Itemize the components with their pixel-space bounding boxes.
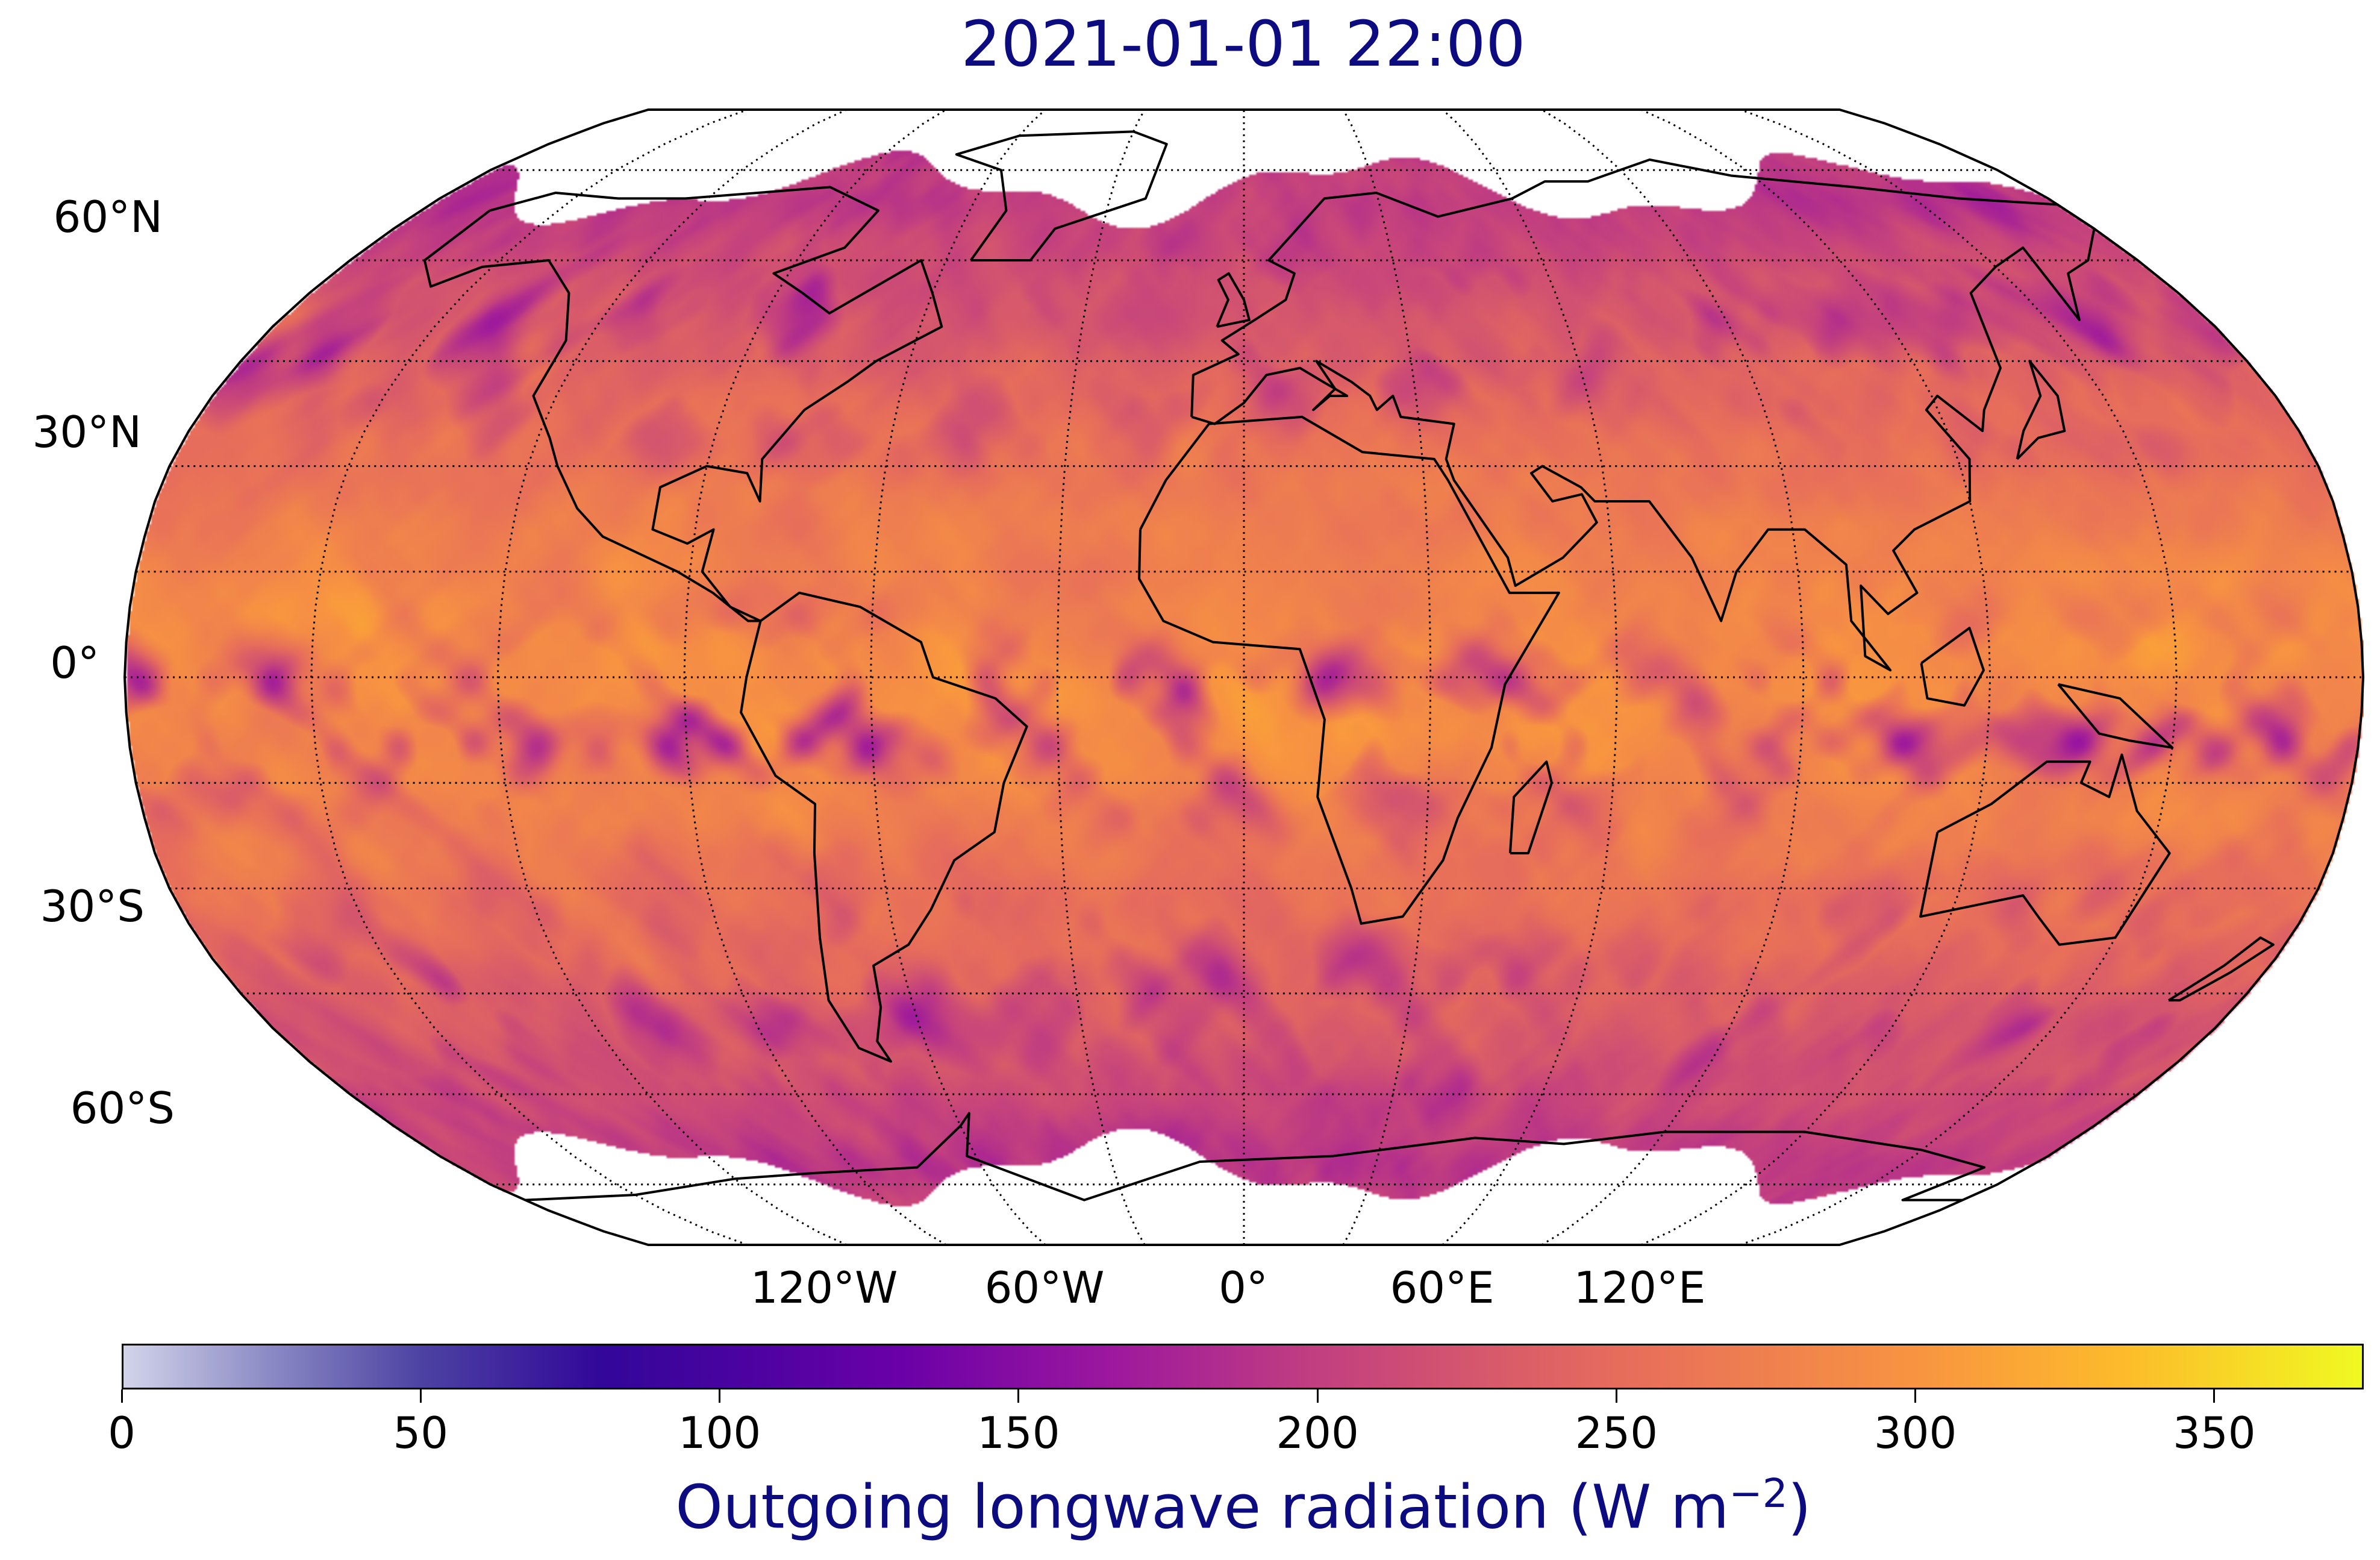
colorbar-label-text: Outgoing longwave radiation (W m (675, 1471, 1729, 1543)
coastline-north-america (423, 186, 943, 622)
colorbar-tick-label: 150 (977, 1408, 1060, 1458)
map-boundary (123, 108, 2365, 1246)
colorbar-tick-label: 300 (1873, 1408, 1957, 1458)
meridian-line (1740, 108, 2178, 1246)
lon-label-0: 0° (1219, 1262, 1268, 1313)
lat-label-60s: 60°S (70, 1083, 175, 1133)
coastline-africa (1138, 415, 1560, 925)
map-title: 2021-01-01 22:00 (961, 7, 1526, 81)
colorbar-label: Outgoing longwave radiation (W m−2) (0, 1470, 2380, 1542)
map: 60°N 30°N 0° 30°S 60°S 120°W 60°W 0° 60°… (32, 108, 2365, 1313)
colorbar-tick (2213, 1389, 2216, 1403)
meridian-line (1056, 109, 1146, 1245)
colorbar-tick (120, 1389, 123, 1403)
map-overlay (123, 108, 2365, 1246)
coastline-japan (2016, 360, 2066, 460)
lon-label-120e: 120°E (1573, 1262, 1706, 1313)
lon-label-60e: 60°E (1390, 1262, 1495, 1313)
coastline-new-guinea (2057, 683, 2174, 749)
lat-label-0: 0° (50, 637, 99, 688)
lat-label-60n: 60°N (53, 192, 163, 242)
colorbar-tick-label: 250 (1575, 1408, 1658, 1458)
meridian-line (496, 108, 848, 1246)
lat-label-30n: 30°N (32, 407, 142, 457)
colorbar-tick (1316, 1389, 1319, 1403)
lon-label-60w: 60°W (984, 1262, 1105, 1313)
colorbar-tick (1914, 1389, 1917, 1403)
gridlines (125, 108, 2363, 1246)
coastline-new-zealand (2168, 936, 2275, 1002)
coastlines (423, 130, 2275, 1201)
coastline-antarctica (525, 1112, 1986, 1201)
coastline-greenland (955, 130, 1168, 262)
colorbar-tick (419, 1389, 422, 1403)
meridian-line (1342, 109, 1432, 1245)
lon-label-120w: 120°W (750, 1262, 898, 1313)
colorbar-tick-label: 200 (1276, 1408, 1359, 1458)
colorbar-tick (719, 1389, 721, 1403)
coastline-madagascar (1508, 760, 1553, 855)
colorbar (122, 1344, 2364, 1389)
lat-label-30s: 30°S (40, 881, 145, 932)
colorbar-tick-label: 100 (678, 1408, 761, 1458)
meridian-line (683, 108, 947, 1246)
meridian-line (310, 108, 748, 1246)
colorbar-tick-label: 350 (2173, 1408, 2256, 1458)
colorbar-label-close: ) (1787, 1471, 1811, 1543)
coastline-indonesia-borneo (1920, 627, 1985, 707)
colorbar-label-exponent: −2 (1729, 1470, 1788, 1517)
coastline-south-america (740, 591, 1028, 1063)
meridian-line (1541, 108, 1805, 1246)
coastline-great-britain (1216, 272, 1251, 328)
meridian-line (870, 108, 1046, 1246)
colorbar-tick (1615, 1389, 1617, 1403)
colorbar-tick-label: 50 (393, 1408, 449, 1458)
meridian-line (1640, 108, 1991, 1246)
coastline-australia (1919, 753, 2171, 946)
meridian-line (1441, 108, 1618, 1246)
colorbar-tick (1017, 1389, 1020, 1403)
coastline-eurasia (1190, 158, 2096, 672)
colorbar-tick-label: 0 (108, 1408, 136, 1458)
